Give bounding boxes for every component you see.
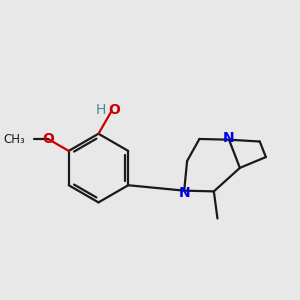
Text: O: O bbox=[108, 103, 120, 117]
Text: N: N bbox=[223, 130, 235, 145]
Text: O: O bbox=[43, 132, 54, 146]
Text: CH₃: CH₃ bbox=[4, 133, 26, 146]
Text: N: N bbox=[178, 186, 190, 200]
Text: H: H bbox=[96, 103, 106, 117]
